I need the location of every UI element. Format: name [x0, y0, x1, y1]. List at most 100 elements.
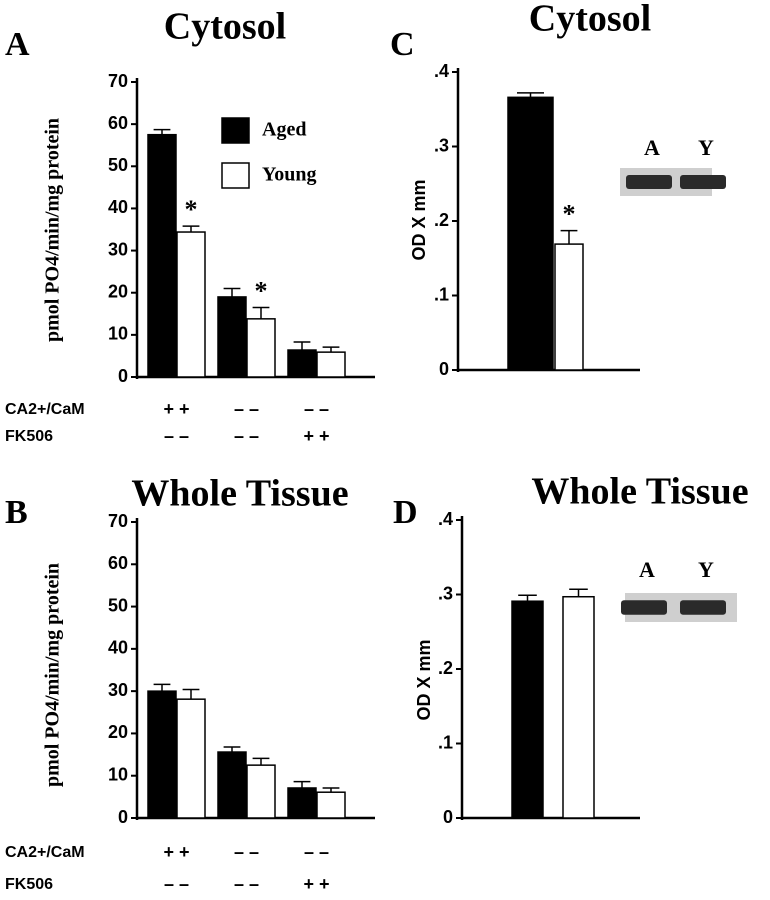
y-tick-label: 60	[108, 553, 128, 573]
panel-letter: C	[390, 26, 415, 63]
y-axis-label: pmol PO4/min/mg protein	[42, 563, 64, 787]
condition-value: + +	[163, 399, 189, 419]
y-tick-label: 0	[118, 807, 128, 827]
significance-mark: *	[563, 200, 576, 229]
y-tick-label: .3	[438, 583, 453, 603]
error-bar	[252, 757, 270, 766]
bar	[147, 133, 177, 378]
y-axis-label: OD X mm	[414, 639, 434, 720]
bar	[511, 600, 544, 819]
y-tick-label: .2	[434, 210, 449, 230]
y-tick-label: 50	[108, 595, 128, 615]
condition-label: CA2+/CaM	[5, 401, 85, 418]
bar	[507, 96, 554, 371]
error-bar	[560, 229, 578, 245]
condition-value: – –	[234, 399, 259, 419]
y-tick-label: .1	[438, 732, 453, 752]
blot-label: A	[639, 557, 655, 582]
error-bar	[322, 346, 340, 353]
error-bar	[293, 780, 311, 788]
y-tick-label: 70	[108, 511, 128, 531]
condition-value: – –	[234, 842, 259, 862]
y-tick-label: 0	[439, 359, 449, 379]
y-tick-label: .2	[438, 658, 453, 678]
bar	[562, 595, 595, 819]
panel-letter: B	[5, 494, 28, 531]
y-tick-label: 10	[108, 324, 128, 344]
condition-value: – –	[234, 874, 259, 894]
panel-letter: D	[393, 494, 418, 531]
bar	[217, 751, 247, 819]
bar	[176, 698, 206, 819]
condition-value: – –	[304, 399, 329, 419]
y-tick-label: 20	[108, 722, 128, 742]
bar	[316, 791, 346, 819]
bar	[176, 231, 206, 378]
condition-label: CA2+/CaM	[5, 844, 85, 861]
y-tick-label: 40	[108, 638, 128, 658]
bar	[316, 351, 346, 378]
condition-value: + +	[303, 426, 329, 446]
condition-value: + +	[163, 842, 189, 862]
condition-label: FK506	[5, 876, 53, 893]
blot-label: Y	[698, 557, 714, 582]
error-bar	[517, 92, 544, 98]
condition-value: – –	[234, 426, 259, 446]
error-bar	[518, 594, 537, 602]
significance-mark: *	[255, 276, 268, 305]
blot-band	[626, 175, 672, 189]
y-tick-label: 0	[443, 807, 453, 827]
blot-label: Y	[698, 135, 714, 160]
y-tick-label: .1	[434, 284, 449, 304]
condition-value: – –	[164, 426, 189, 446]
panel-letter: A	[5, 26, 30, 63]
error-bar	[153, 683, 171, 692]
panel-title: Whole Tissue	[531, 471, 748, 513]
y-tick-label: .4	[434, 61, 449, 81]
error-bar	[293, 341, 311, 351]
condition-value: + +	[303, 874, 329, 894]
y-tick-label: 70	[108, 71, 128, 91]
y-tick-label: 30	[108, 680, 128, 700]
bar	[147, 690, 177, 819]
y-tick-label: .3	[434, 135, 449, 155]
legend-label: Aged	[262, 119, 306, 141]
bar	[217, 296, 247, 378]
error-bar	[223, 287, 241, 297]
error-bar	[182, 688, 200, 700]
condition-value: – –	[164, 874, 189, 894]
error-bar	[252, 306, 270, 319]
y-axis-label: OD X mm	[409, 179, 429, 260]
y-axis-label: pmol PO4/min/mg protein	[42, 118, 64, 342]
blot-label: A	[644, 135, 660, 160]
blot-band	[680, 600, 726, 615]
legend-label: Young	[262, 164, 316, 186]
bar	[287, 349, 317, 378]
error-bar	[182, 225, 200, 233]
blot-band	[621, 600, 667, 615]
error-bar	[569, 588, 588, 597]
panel-title: Cytosol	[529, 0, 651, 40]
condition-value: – –	[304, 842, 329, 862]
panel-title: Whole Tissue	[131, 473, 348, 515]
significance-mark: *	[185, 195, 198, 224]
y-tick-label: 20	[108, 281, 128, 301]
blot-band	[680, 175, 726, 189]
condition-label: FK506	[5, 428, 53, 445]
error-bar	[322, 787, 340, 793]
error-bar	[153, 128, 171, 135]
y-tick-label: 10	[108, 764, 128, 784]
bar	[554, 243, 584, 371]
bar	[287, 787, 317, 819]
bar	[246, 318, 276, 378]
legend-swatch	[221, 117, 250, 144]
y-tick-label: 40	[108, 197, 128, 217]
error-bar	[223, 746, 241, 753]
y-tick-label: .4	[438, 509, 453, 529]
y-tick-label: 60	[108, 113, 128, 133]
legend-swatch	[221, 162, 250, 189]
y-tick-label: 50	[108, 155, 128, 175]
panel-title: Cytosol	[164, 6, 286, 48]
y-tick-label: 0	[118, 366, 128, 386]
